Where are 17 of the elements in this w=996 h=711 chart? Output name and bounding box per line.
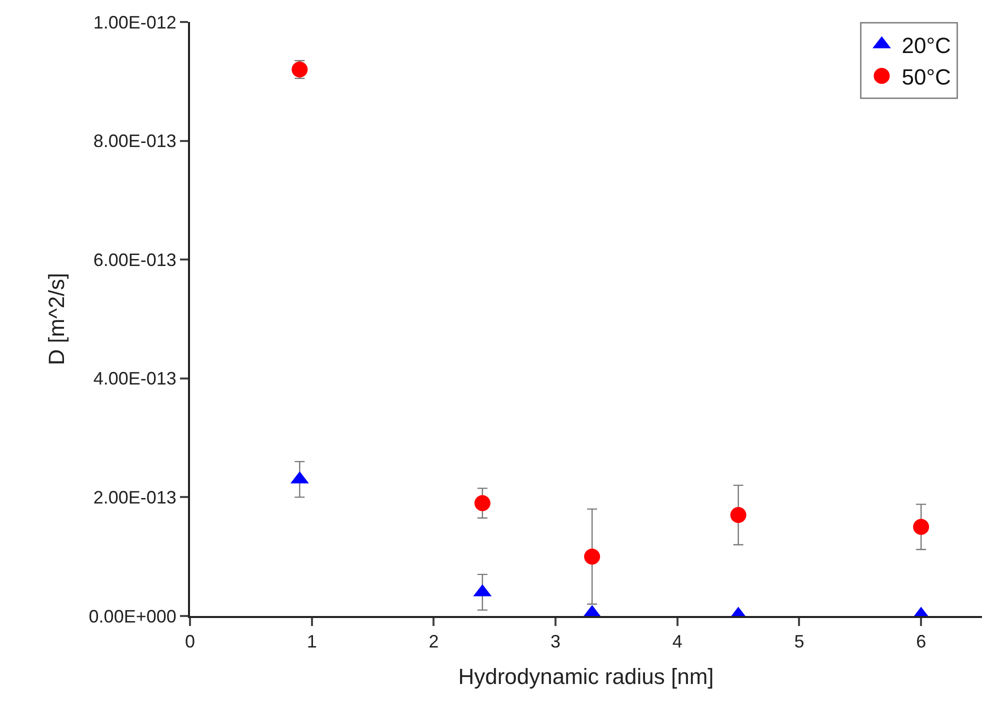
x-tick-label: 3 (550, 632, 561, 652)
y-tick-label: 4.00E-013 (93, 368, 176, 389)
y-tick-label: 8.00E-013 (93, 131, 176, 152)
y-axis-title: D [m^2/s] (44, 272, 70, 366)
x-tick-label: 4 (672, 632, 682, 652)
x-tick-label: 1 (306, 632, 317, 652)
y-tick-label: 6.00E-013 (93, 250, 176, 270)
y-tick-label: 2.00E-013 (93, 488, 176, 508)
x-tick-label: 0 (184, 632, 196, 652)
y-tick-label: 0.00E+000 (88, 606, 176, 626)
x-axis-title: Hydrodynamic radius [nm] (458, 664, 714, 689)
x-tick-label: 5 (794, 632, 804, 652)
x-tick-label: 6 (916, 632, 926, 652)
legend-label: 50°C (902, 64, 952, 90)
x-tick-label: 2 (428, 632, 439, 652)
legend-label: 20°C (902, 32, 952, 58)
y-tick-label: 1.00E-012 (93, 12, 176, 32)
